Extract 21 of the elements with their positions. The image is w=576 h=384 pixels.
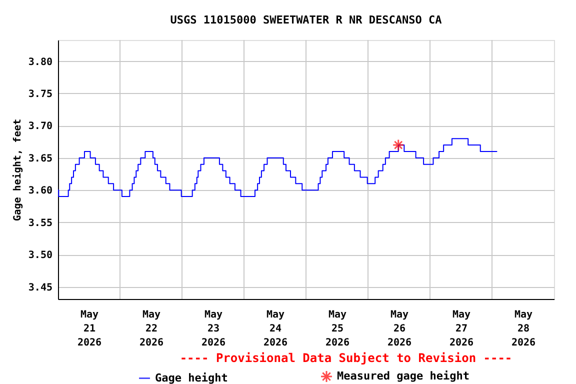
y-tick-label: 3.75 (28, 88, 52, 100)
x-tick-label: May 21 2026 (77, 310, 102, 348)
y-tick-label: 3.45 (28, 282, 52, 294)
x-tick-label: May 27 2026 (449, 310, 474, 348)
legend-label: Measured gage height (337, 370, 470, 383)
y-tick-label: 3.55 (28, 218, 52, 229)
x-tick-label: May 23 2026 (201, 310, 226, 348)
text: ---- Provisional Data Subject to Revision ---- (180, 351, 512, 365)
x-tick-label: May 24 2026 (263, 310, 288, 348)
y-tick-label: 3.50 (28, 250, 52, 262)
y-axis-title: Gage height, feet (11, 118, 24, 222)
x-tick-label: May 22 2026 (139, 310, 164, 348)
x-tick-label: May 26 2026 (387, 310, 412, 348)
x-tick-label: May 25 2026 (325, 310, 350, 348)
y-tick-label: 3.70 (28, 121, 52, 132)
y-tick-label: 3.80 (28, 56, 52, 68)
x-tick-label: May 28 2026 (511, 310, 536, 348)
y-tick-label: 3.65 (28, 153, 52, 164)
legend-label: Gage height (155, 371, 228, 384)
chart-title: USGS 11015000 SWEETWATER R NR DESCANSO CA (170, 14, 442, 26)
y-tick-label: 3.60 (28, 186, 52, 197)
